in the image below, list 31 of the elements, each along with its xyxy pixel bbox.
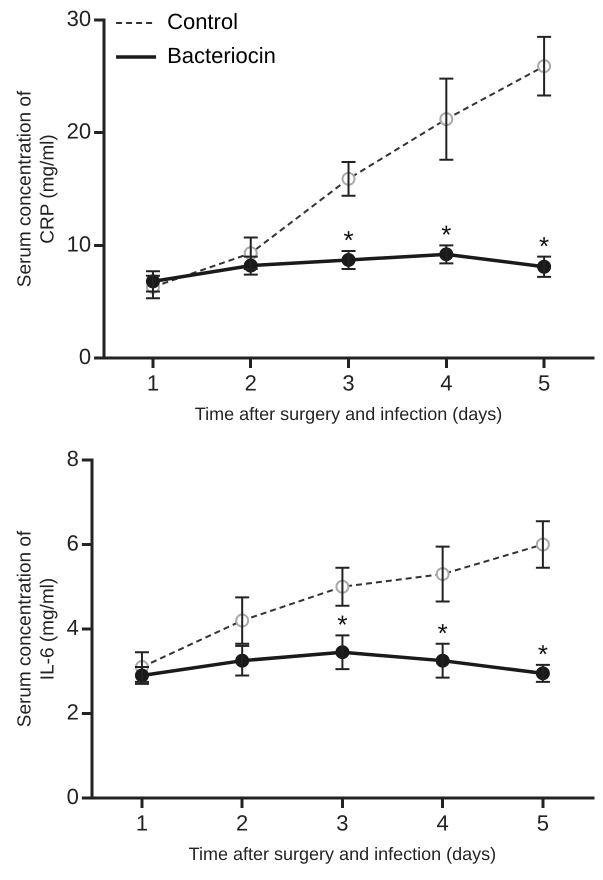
legend-label: Bacteriocin <box>167 43 276 68</box>
y-tick-label: 2 <box>66 700 79 725</box>
annotation: * <box>438 618 448 648</box>
x-axis-title: Time after surgery and infection (days) <box>188 844 496 864</box>
annotation: * <box>343 225 354 256</box>
x-tick-label: 1 <box>136 810 148 836</box>
annotation: * <box>337 610 348 640</box>
y-tick-label: 10 <box>66 231 92 256</box>
y-tick-label: 30 <box>66 6 92 32</box>
y-tick-label: 4 <box>66 615 79 640</box>
y-tick-label: 0 <box>66 784 79 810</box>
y-tick-label: 20 <box>66 118 92 144</box>
x-tick-label: 2 <box>244 370 257 396</box>
y-axis-title: Serum concentration of CRP (mg/ml) <box>14 90 58 288</box>
x-tick-label: 3 <box>336 810 349 836</box>
x-tick-label: 5 <box>538 370 550 396</box>
y-tick-label: 6 <box>66 530 79 556</box>
y-tick-label: 0 <box>78 344 92 370</box>
x-tick-label: 3 <box>342 370 355 396</box>
y-axis-title: Serum concentration of IL-6 (mg/ml) <box>14 530 58 728</box>
x-tick-label: 1 <box>146 370 160 396</box>
x-tick-label: 4 <box>436 810 449 836</box>
annotation: * <box>538 639 548 670</box>
annotation: * <box>441 220 452 250</box>
x-axis-title: Time after surgery and infection (days) <box>194 404 502 424</box>
x-tick-label: 2 <box>236 810 248 836</box>
x-tick-label: 5 <box>536 810 550 836</box>
y-tick-label: 8 <box>66 446 79 472</box>
annotation: * <box>539 230 550 261</box>
x-tick-label: 4 <box>440 370 452 396</box>
legend-label: Control <box>167 9 238 34</box>
